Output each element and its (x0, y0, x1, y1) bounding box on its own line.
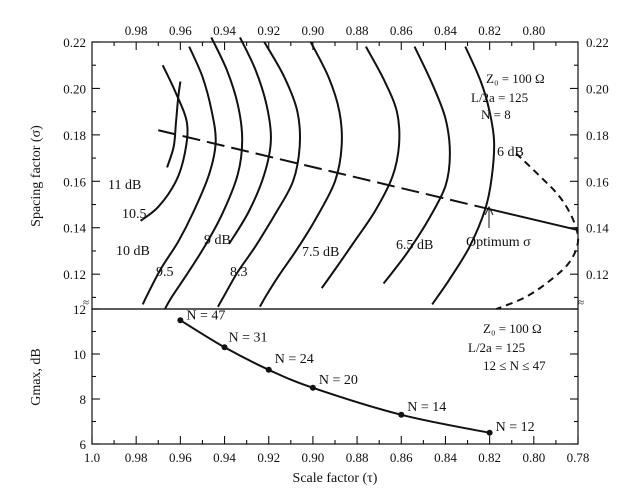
top-x-tick-label: 0.80 (522, 23, 545, 38)
gmax-point-label-n-14: N = 14 (407, 400, 446, 415)
gmax-point-n-20 (309, 384, 316, 391)
bottom-x-tick-label: 0.94 (213, 450, 236, 465)
contour-line-unlabeled-7 (320, 46, 401, 289)
top-x-tick-label: 0.82 (478, 23, 501, 38)
gmax-point-label-n-47: N = 47 (186, 308, 225, 323)
top-x-tick-label: 0.86 (390, 23, 413, 38)
bottom-y-axis-label: Gmax, dB (29, 348, 44, 406)
contour-labels: 11 dB 10.5 10 dB 9.5 9 dB 8.3 7.5 dB 6.5… (108, 145, 531, 280)
top-y-tick-label-right: 0.16 (586, 174, 609, 189)
top-annotation: Z₀ = 100 Ω L/2a = 125 N = 8 (471, 71, 545, 122)
contour-line-unlabeled-10 (495, 152, 580, 310)
bottom-y-tick-label: 10 (73, 347, 86, 362)
top-x-tick-label: 0.88 (346, 23, 369, 38)
contour-line-6-5-db (382, 46, 451, 285)
bottom-x-tick-label: 0.78 (567, 450, 590, 465)
gmax-point-label-n-12: N = 12 (496, 420, 535, 435)
top-y-tick-label-left: 0.12 (63, 267, 86, 282)
contour-line-11-db (166, 81, 182, 168)
contour-label-6-5db: 6.5 dB (396, 238, 433, 253)
contour-line-9-db (228, 36, 272, 245)
bottom-panel-ticks: 1.0 0.98 0.96 0.94 0.92 0.90 0.88 0.86 0.84 0.82 0… (73, 302, 589, 465)
bottom-x-tick-label: 1.0 (84, 450, 100, 465)
top-y-tick-label-left: 0.16 (63, 174, 86, 189)
gmax-point-n-31 (221, 344, 228, 351)
bottom-x-tick-label: 0.82 (478, 450, 501, 465)
contour-label-8-3: 8.3 (230, 265, 248, 280)
bottom-y-tick-label: 12 (73, 302, 86, 317)
bottom-annotation-line-2: L/2a = 125 (468, 340, 525, 355)
bottom-x-tick-label: 0.92 (257, 450, 280, 465)
top-y-tick-label-right: 0.22 (586, 35, 609, 50)
gmax-point-label-n-31: N = 31 (229, 330, 268, 345)
top-x-tick-label: 0.96 (169, 23, 192, 38)
gmax-point-n-12 (486, 429, 493, 436)
top-annotation-line-2: L/2a = 125 (471, 90, 528, 105)
bottom-annotation-line-1: Z₀ = 100 Ω (483, 321, 542, 336)
contour-line-10-db (141, 46, 217, 305)
bottom-x-tick-label: 0.80 (522, 450, 545, 465)
bottom-x-tick-label: 0.84 (434, 450, 457, 465)
bottom-x-tick-label: 0.98 (125, 450, 148, 465)
gmax-point-label-n-24: N = 24 (275, 352, 314, 367)
contour-label-11db: 11 dB (108, 178, 141, 193)
top-annotation-line-1: Z₀ = 100 Ω (486, 71, 545, 86)
top-y-axis-label: Spacing factor (σ) (29, 125, 44, 227)
bottom-panel: 1.0 0.98 0.96 0.94 0.92 0.90 0.88 0.86 0.84 0.82 0… (73, 302, 589, 465)
contour-label-7-5db: 7.5 dB (302, 245, 339, 260)
top-y-tick-label-left: 0.20 (63, 81, 86, 96)
gmax-point-label-n-20: N = 20 (319, 373, 358, 388)
bottom-x-tick-label: 0.86 (390, 450, 413, 465)
top-y-tick-label-right: 0.14 (586, 221, 609, 236)
top-panel-ticks: 0.98 0.96 0.94 0.92 0.90 0.88 0.86 0.84 0.82 0.80… (63, 23, 609, 298)
optimum-sigma-line-dashed (158, 129, 490, 211)
bottom-x-tick-label: 0.90 (302, 450, 325, 465)
contour-line-9-5 (164, 36, 244, 310)
top-y-tick-label-right: 0.12 (586, 267, 609, 282)
gmax-point-n-24 (265, 366, 272, 373)
contour-label-9-5: 9.5 (156, 265, 174, 280)
optimum-sigma-line-solid (489, 208, 579, 232)
contour-line-7-5-db (259, 41, 343, 308)
gmax-point-n-47 (177, 317, 184, 324)
top-annotation-line-3: N = 8 (481, 107, 511, 122)
bottom-annotation-line-3: 12 ≤ N ≤ 47 (483, 358, 546, 373)
top-y-tick-label-left: 0.22 (63, 35, 86, 50)
bottom-y-tick-label: 6 (80, 437, 87, 452)
top-panel: 0.98 0.96 0.94 0.92 0.90 0.88 0.86 0.84 0.82 0.80… (63, 23, 609, 310)
contour-line-10-5 (139, 64, 189, 222)
top-x-tick-label: 0.94 (213, 23, 236, 38)
gmax-point-n-14 (398, 411, 405, 418)
top-y-tick-label-right: 0.20 (586, 81, 609, 96)
top-x-tick-label: 0.84 (434, 23, 457, 38)
contour-label-10-5: 10.5 (122, 207, 147, 222)
x-axis-label: Scale factor (τ) (293, 471, 378, 486)
contour-line-8-3 (217, 41, 302, 308)
contour-label-9db: 9 dB (204, 233, 231, 248)
bottom-y-tick-label: 8 (80, 392, 87, 407)
contour-line-6-db (431, 46, 496, 305)
top-x-tick-label: 0.90 (302, 23, 325, 38)
contour-curves (139, 36, 580, 310)
optimum-sigma-label: Optimum σ (466, 235, 531, 250)
axis-break-marks: ≈ ≈ (83, 297, 584, 309)
axis-break-right: ≈ (578, 297, 584, 309)
bottom-x-tick-label: 0.96 (169, 450, 192, 465)
gmax-series: N = 47 N = 31 N = 24 N = 20 N = 14 N = 12 (177, 308, 535, 436)
top-y-tick-label-left: 0.14 (63, 221, 86, 236)
top-x-tick-label: 0.98 (125, 23, 148, 38)
optimum-arrow-head (484, 205, 494, 216)
axis-break-left: ≈ (83, 297, 89, 309)
top-y-tick-label-left: 0.18 (63, 128, 86, 143)
top-x-tick-label: 0.92 (257, 23, 280, 38)
contour-label-10db: 10 dB (116, 244, 150, 259)
bottom-annotation: Z₀ = 100 Ω L/2a = 125 12 ≤ N ≤ 47 (468, 321, 546, 373)
top-y-tick-label-right: 0.18 (586, 128, 609, 143)
contour-label-6db: 6 dB (497, 145, 524, 160)
bottom-x-tick-label: 0.88 (346, 450, 369, 465)
